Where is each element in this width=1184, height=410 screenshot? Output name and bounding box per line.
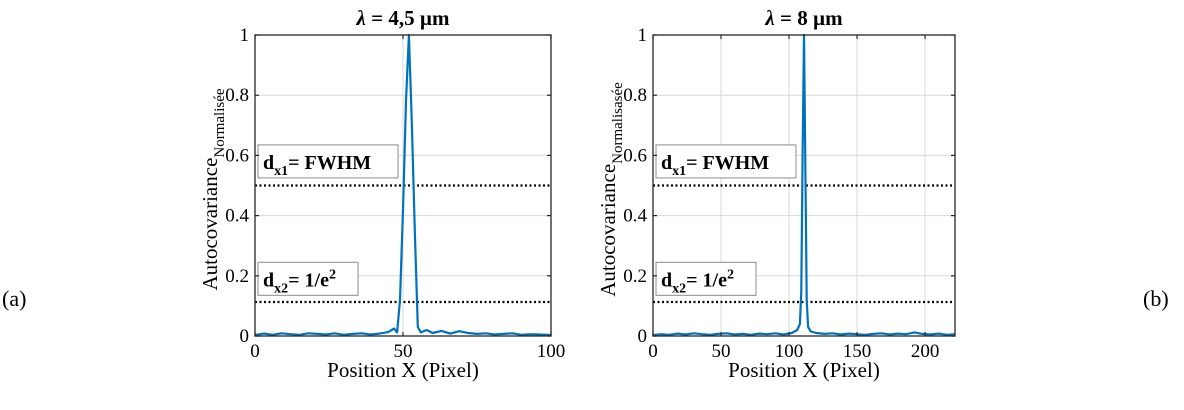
chart1-ytick-label-5: 1 — [240, 25, 250, 46]
chart1-ytick-label-0: 0 — [240, 326, 250, 347]
chart2-xlabel: Position X (Pixel) — [728, 358, 880, 382]
chart1-xtick-label-2: 100 — [537, 341, 566, 362]
panel-label-a: (a) — [2, 286, 26, 311]
chart2-xtick-label-4: 200 — [911, 341, 940, 362]
chart2-ytick-label-2: 0.4 — [623, 206, 647, 227]
chart2-title: λ = 8 µm — [764, 6, 843, 30]
chart1-ytick-label-1: 0.2 — [225, 266, 249, 287]
chart2-ytick-label-3: 0.6 — [623, 145, 647, 166]
chart2-xtick-label-0: 0 — [648, 341, 658, 362]
chart2-ytick-label-5: 1 — [638, 25, 648, 46]
chart1-ytick-label-2: 0.4 — [225, 206, 249, 227]
chart1-xlabel: Position X (Pixel) — [327, 358, 479, 382]
chart1-ytick-label-4: 0.8 — [225, 85, 249, 106]
chart2-ytick-label-4: 0.8 — [623, 85, 647, 106]
chart1-ylabel: AutocovarianceNormalisée — [198, 88, 228, 290]
chart2-ytick-label-0: 0 — [638, 326, 648, 347]
chart1-xtick-label-0: 0 — [250, 341, 260, 362]
chart2-ytick-label-1: 0.2 — [623, 266, 647, 287]
chart2-ylabel: AutocovarianceNormalisasée — [596, 82, 626, 297]
chart1-ytick-label-3: 0.6 — [225, 145, 249, 166]
panel-label-b: (b) — [1143, 286, 1169, 311]
chart1-title: λ = 4,5 µm — [356, 6, 450, 30]
